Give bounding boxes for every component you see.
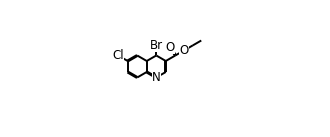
Text: N: N [152,71,161,84]
Text: Br: Br [150,38,163,52]
Text: O: O [166,41,175,54]
Text: Cl: Cl [113,49,124,62]
Text: O: O [180,44,189,57]
